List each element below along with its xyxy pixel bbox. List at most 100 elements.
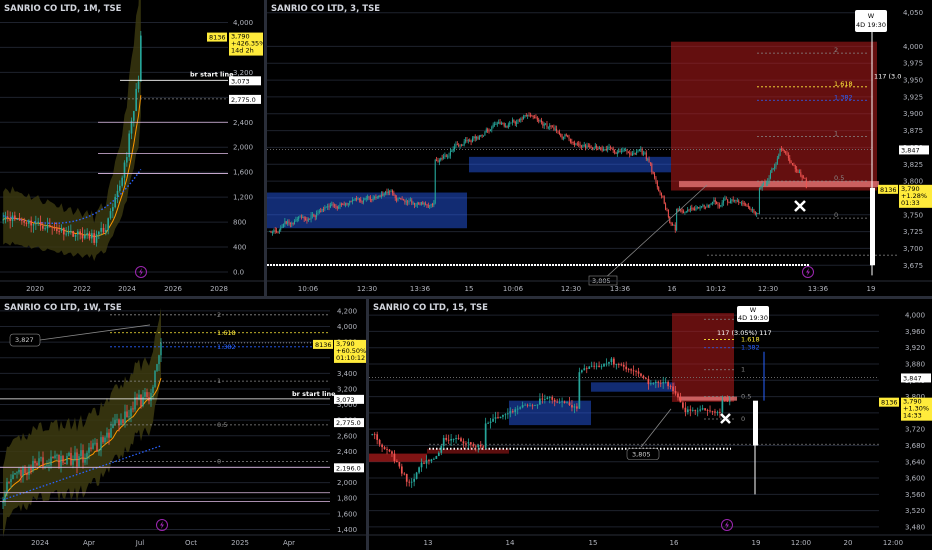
candle-body [320, 211, 322, 213]
chart-panel-monthly[interactable]: br start line4,0003,6003,2002,8002,4002,… [0, 0, 264, 296]
candle-body [666, 209, 668, 211]
candle-body [4, 216, 7, 220]
candle-body [491, 126, 493, 130]
candle-body [641, 149, 643, 155]
candle-body [571, 405, 573, 408]
horizontal-separator[interactable] [0, 296, 932, 299]
candle-body [470, 442, 472, 445]
candle-body [705, 206, 707, 208]
candle-body [753, 209, 755, 213]
candle-body [471, 138, 473, 143]
candle-body [517, 119, 519, 123]
candle-body [150, 392, 152, 401]
candle-body [365, 198, 367, 200]
y-tick-label: 4,050 [903, 9, 923, 17]
candle-body [58, 231, 60, 232]
chart-panel-3min[interactable]: 2 1.618 1.382 1 0.5 0 3,805 W 4D 19:30 117 (3.0 4,… [267, 0, 932, 296]
last-price-tag-text: +426.35% [231, 40, 264, 48]
candle-body [441, 158, 443, 159]
candle-body [561, 136, 563, 139]
candle-body [614, 150, 616, 153]
candle-body [534, 405, 536, 406]
level-tag-text: 2,196.0 [336, 464, 361, 472]
candle-body [535, 117, 537, 119]
candle-body [314, 216, 316, 218]
candle-body [680, 209, 682, 212]
candle-body [692, 208, 694, 210]
y-tick-label: 3,400 [337, 370, 357, 378]
candle-body [34, 460, 36, 464]
vertical-separator-top[interactable] [264, 0, 267, 296]
candle-body [474, 136, 476, 139]
chart-svg-monthly[interactable]: br start line4,0003,6003,2002,8002,4002,… [0, 0, 264, 296]
candle-body [513, 119, 515, 122]
level-tag-text: 3,073 [336, 396, 355, 404]
candle-body [393, 453, 396, 462]
candle-body [438, 160, 440, 162]
candle-body [121, 177, 123, 186]
candle-body [657, 381, 660, 383]
candle-body [667, 381, 669, 387]
candle-body [158, 355, 160, 365]
candle-body [525, 115, 527, 116]
candle-body [587, 145, 589, 147]
candle-body [696, 410, 699, 412]
candle-body [412, 202, 414, 204]
chart-svg-weekly[interactable]: br start line 2 1.618 1.382 1 0.5 0 3,827 4,200 4… [0, 299, 366, 550]
candle-body [672, 386, 674, 392]
candle-body [26, 473, 28, 476]
candle-body [645, 377, 647, 379]
y-tick-label: 3,520 [905, 507, 925, 515]
y-tick-label: 1,200 [233, 194, 253, 202]
candle-body [60, 456, 62, 467]
candle-body [796, 169, 798, 171]
ticker-tag-text: 8136 [209, 34, 226, 42]
candle-body [356, 198, 358, 200]
candle-body [706, 205, 708, 208]
candle-body [52, 456, 54, 459]
candle-body [311, 214, 313, 216]
candle-body [66, 455, 68, 464]
y-tick-label: 3,675 [903, 262, 923, 270]
candle-body [433, 203, 435, 206]
candle-body [586, 145, 588, 149]
candle-body [524, 115, 526, 117]
candle-body [28, 468, 30, 476]
candle-body [376, 197, 378, 199]
candle-body [626, 149, 628, 152]
candle-body [696, 207, 698, 208]
candle-body [761, 183, 763, 188]
candle-body [754, 212, 756, 215]
panel-title: SANRIO CO LTD, 3, TSE [271, 4, 381, 14]
candle-body [21, 220, 23, 221]
candle-body [538, 120, 540, 122]
candle-body [427, 205, 429, 207]
candle-body [56, 228, 58, 232]
candle-body [694, 208, 696, 210]
candle-body [385, 191, 387, 194]
candle-body [414, 202, 416, 205]
candle-body [16, 219, 18, 220]
candle-body [521, 118, 523, 120]
candle-body [107, 218, 109, 230]
candle-body [531, 405, 534, 407]
fib-label: 1.382 [217, 343, 236, 351]
candle-body [435, 456, 438, 459]
candle-body [105, 229, 107, 233]
candle-body [342, 204, 344, 205]
tf-badge-text: W [750, 306, 757, 314]
candle-body [306, 219, 308, 221]
candle-body [42, 225, 44, 229]
candle-body [469, 140, 471, 142]
chart-panel-weekly[interactable]: br start line 2 1.618 1.382 1 0.5 0 3,827 4,200 4… [0, 299, 366, 550]
candle-body [349, 200, 351, 204]
candle-body [160, 342, 162, 356]
vertical-separator-bottom[interactable] [366, 299, 369, 550]
candle-body [122, 419, 124, 424]
candle-body [561, 401, 563, 403]
candle-body [98, 231, 100, 235]
ticker-tag-bg [207, 32, 227, 42]
